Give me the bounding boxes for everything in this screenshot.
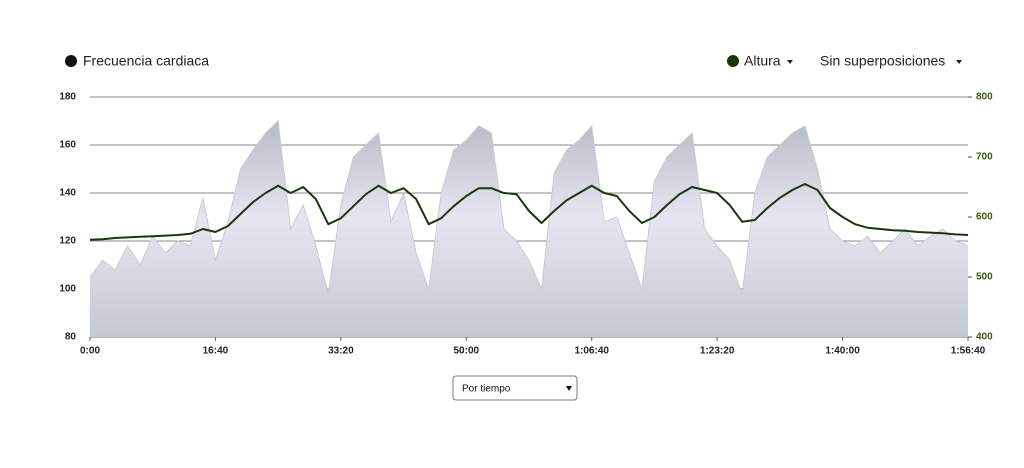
mode-select[interactable]: Por tiempo (452, 375, 578, 401)
select-box[interactable] (452, 375, 578, 401)
x-tick-label: 33:20 (328, 346, 354, 357)
y2-tick-label: 400 (976, 332, 993, 343)
legend-label[interactable]: Frecuencia cardiaca (83, 53, 209, 69)
y-tick-label: 140 (59, 188, 76, 199)
x-tick-label: 1:23:20 (700, 346, 735, 357)
x-tick-label: 1:56:40 (951, 346, 986, 357)
y-tick-label: 160 (59, 140, 76, 151)
overlay-selector[interactable]: Sin superposiciones (820, 53, 945, 69)
y-tick-label: 100 (59, 284, 76, 295)
legend: Frecuencia cardiaca Altura Sin superposi… (65, 53, 962, 69)
line (89, 183, 969, 241)
x-tick-label: 0:00 (80, 346, 100, 357)
legend-marker (727, 55, 739, 67)
dropdown-arrow[interactable] (787, 60, 793, 64)
x-tick-label: 16:40 (203, 346, 229, 357)
area-fill (90, 121, 968, 337)
y2-tick-label: 500 (976, 272, 993, 283)
y2-tick-label: 800 (976, 92, 993, 103)
y-tick-label: 180 (59, 92, 76, 103)
dropdown-arrow[interactable] (956, 60, 962, 64)
x-tick-label: 50:00 (453, 346, 479, 357)
select-label[interactable]: Por tiempo (462, 384, 511, 395)
legend-label[interactable]: Altura (744, 53, 781, 69)
y-tick-label: 120 (59, 236, 76, 247)
x-tick-label: 1:40:00 (825, 346, 860, 357)
y-tick-label: 80 (65, 332, 77, 343)
legend-marker (65, 55, 77, 67)
x-tick-label: 1:06:40 (574, 346, 609, 357)
plot-area (89, 96, 969, 338)
y2-tick-label: 700 (976, 152, 993, 163)
y2-tick-label: 600 (976, 212, 993, 223)
area-outline (89, 119, 969, 294)
dropdown-arrow[interactable] (566, 386, 572, 391)
